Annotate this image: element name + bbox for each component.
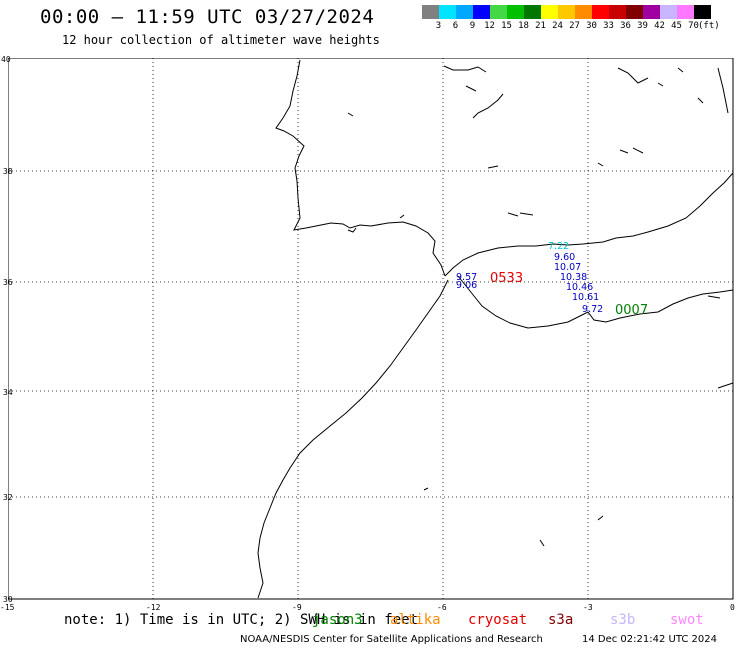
legend-swatch <box>490 5 507 19</box>
mission-jason3: jason3 <box>312 612 363 628</box>
swh-value: 10.07 <box>554 262 581 273</box>
swh-value: 10.38 <box>560 272 587 283</box>
mission-swot: swot <box>670 612 704 628</box>
map-gridlines <box>8 58 733 599</box>
legend-label: 36 <box>620 21 631 31</box>
swh-value: 9.72 <box>582 304 603 315</box>
legend-label: (ft) <box>698 21 720 31</box>
legend-label: 39 <box>637 21 648 31</box>
legend-label: 27 <box>569 21 580 31</box>
credit-text: NOAA/NESDIS Center for Satellite Applica… <box>240 634 543 645</box>
legend-swatch <box>473 5 490 19</box>
coastlines <box>257 59 734 599</box>
x-tick-label: 0 <box>730 603 735 612</box>
page-subtitle: 12 hour collection of altimeter wave hei… <box>62 33 380 47</box>
legend-swatch <box>660 5 677 19</box>
map-frame <box>8 58 734 600</box>
legend-swatch <box>575 5 592 19</box>
mission-s3a: s3a <box>548 612 574 628</box>
legend-swatch <box>626 5 643 19</box>
legend-swatch <box>524 5 541 19</box>
legend-label: 70 <box>688 21 699 31</box>
color-scale-legend: 3 6 9 12 15 18 21 24 27 30 33 36 39 42 45 70 (ft) <box>422 5 720 33</box>
page-title: 00:00 – 11:59 UTC 03/27/2024 <box>40 6 375 28</box>
swh-value: 10.46 <box>566 282 593 293</box>
legend-label: 15 <box>501 21 512 31</box>
legend-swatch <box>507 5 524 19</box>
mission-altika: altika <box>390 612 441 628</box>
x-tick-label: -12 <box>146 603 161 612</box>
legend-swatch <box>694 5 711 19</box>
x-tick-label: -6 <box>437 603 447 612</box>
x-tick-label: -9 <box>292 603 302 612</box>
swh-value: 10.61 <box>572 292 599 303</box>
legend-swatch <box>609 5 626 19</box>
legend-label: 30 <box>586 21 597 31</box>
swh-value: 9.57 <box>456 272 477 283</box>
legend-label: 9 <box>469 21 476 31</box>
x-tick-label: -15 <box>0 603 15 612</box>
swh-value: 7.22 <box>548 241 569 252</box>
legend-label: 6 <box>452 21 459 31</box>
swh-track-values: 7.22 9.60 10.07 10.38 10.46 10.61 9.72 9… <box>456 241 603 315</box>
legend-swatch <box>456 5 473 19</box>
legend-swatch <box>541 5 558 19</box>
mission-cryosat: cryosat <box>468 612 528 628</box>
x-tick-label: -3 <box>583 603 593 612</box>
swh-value: 9.60 <box>554 252 575 263</box>
legend-label: 18 <box>518 21 529 31</box>
legend-swatch <box>422 5 439 19</box>
legend-label: 24 <box>552 21 563 31</box>
mission-s3b: s3b <box>610 612 636 628</box>
legend-swatch <box>677 5 694 19</box>
legend-swatches <box>422 5 711 19</box>
legend-label: 12 <box>484 21 495 31</box>
legend-label: 42 <box>654 21 665 31</box>
generation-timestamp: 14 Dec 02:21:42 UTC 2024 <box>582 634 717 645</box>
legend-swatch <box>592 5 609 19</box>
units-note: note: 1) Time is in UTC; 2) SWH is in fe… <box>64 612 419 628</box>
swh-value: 9.06 <box>456 280 477 291</box>
legend-swatch <box>558 5 575 19</box>
legend-label: 33 <box>603 21 614 31</box>
legend-swatch <box>439 5 456 19</box>
pass-time-labels: 0533 0007 <box>490 271 648 318</box>
legend-label: 45 <box>671 21 682 31</box>
legend-label: 21 <box>535 21 546 31</box>
legend-swatch <box>643 5 660 19</box>
pass-time-label: 0007 <box>615 303 648 318</box>
legend-labels: 3 6 9 12 15 18 21 24 27 30 33 36 39 42 45 70 (ft) <box>422 19 720 33</box>
wave-height-map[interactable]: 7.22 9.60 10.07 10.38 10.46 10.61 9.72 9… <box>8 58 734 600</box>
pass-time-label: 0533 <box>490 271 523 286</box>
legend-label: 3 <box>435 21 442 31</box>
